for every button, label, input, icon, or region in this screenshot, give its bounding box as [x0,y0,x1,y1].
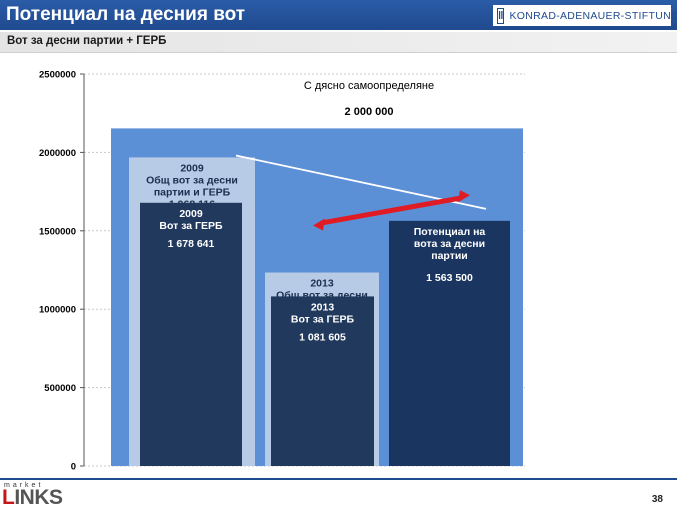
title-bar: Потенциал на десния вот ‖ KONRAD-ADENAUE… [0,0,677,30]
bar-label-2009-gerb: Вот за ГЕРБ [159,220,223,232]
logo-rest: INKS [14,486,63,509]
y-tick-label: 2500000 [39,70,76,81]
bar-label-2013-total: 2013 [310,278,334,290]
slide-title: Потенциал на десния вот [6,4,246,25]
bar-label-2013-gerb: Вот за ГЕРБ [291,313,355,325]
bar-label-potential: партии [431,250,468,262]
bar-label-2009-total: 2009 [180,162,204,174]
bar-label-potential: вота за десни [414,238,485,250]
background-bar-value: 2 000 000 [345,106,394,118]
arrow-shaft [320,195,463,226]
bar-label-potential: 1 563 500 [426,272,473,284]
page-number: 38 [651,494,663,505]
footer-divider [0,478,677,480]
bar-label-2009-gerb: 2009 [179,208,203,220]
bar-chart: 0 500000 1000000 1500000 2000000 2500000 С дяс… [39,70,525,473]
bar-label-potential: Потенциал на [414,226,486,238]
kas-logo-icon: ‖ [497,7,505,24]
bar-2013-gerb [271,296,374,466]
market-links-logo: LINKS [2,486,63,510]
y-tick-label: 0 [71,462,76,473]
y-tick-label: 1000000 [39,305,76,316]
y-tick-label: 500000 [44,383,76,394]
y-tick-label: 2000000 [39,148,76,159]
slide-subtitle: Вот за десни партии + ГЕРБ [7,35,167,47]
bar-label-2009-gerb: 1 678 641 [168,238,215,250]
y-tick-label: 1500000 [39,226,76,237]
subtitle-bar: Вот за десни партии + ГЕРБ [0,32,677,53]
bar-2009-gerb [140,202,242,466]
bar-label-2009-total: Общ вот за десни [146,174,238,186]
arrow-head-left [313,218,325,231]
bar-label-2013-gerb: 1 081 605 [299,331,346,343]
bar-label-2009-total: партии и ГЕРБ [154,186,231,198]
bar-potential [389,220,510,466]
brand-name: KONRAD-ADENAUER-STIFTUNG [509,9,677,22]
bar-label-2013-gerb: 2013 [311,301,335,313]
logo-initial: L [2,486,15,509]
brand-box: ‖ KONRAD-ADENAUER-STIFTUNG [493,5,677,26]
background-bar-label: С дясно самоопределяне [304,80,434,92]
logo-top-text: market [4,482,44,489]
arrow-head-right [458,190,470,203]
